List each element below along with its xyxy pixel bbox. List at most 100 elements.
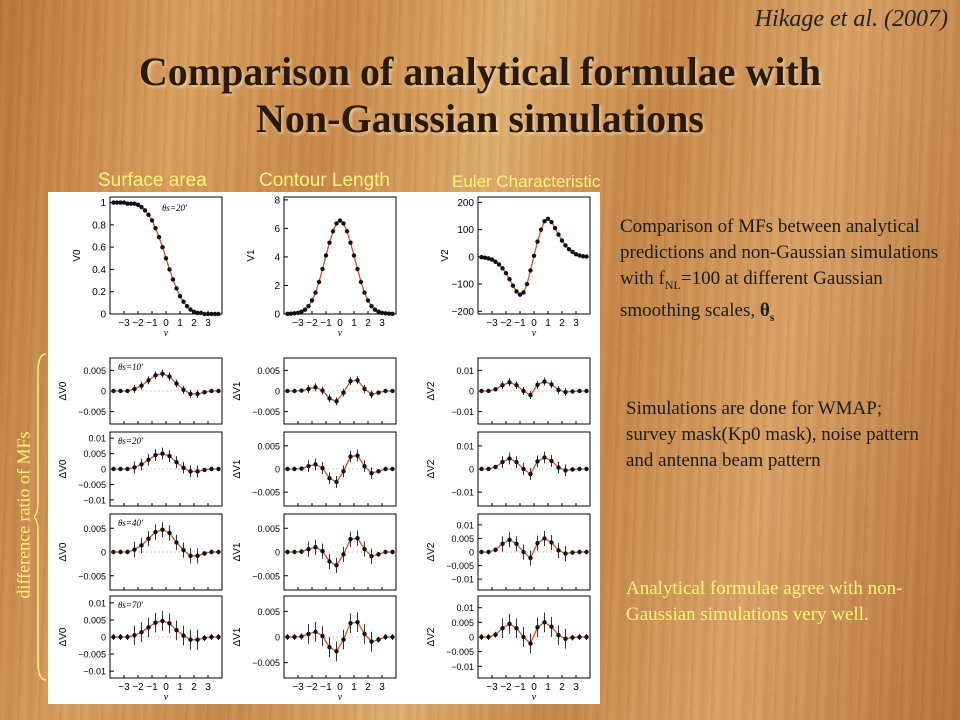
data-point-dV0_70 — [202, 635, 207, 641]
xlabel-V1: ν — [338, 328, 343, 339]
data-point-dV1_20 — [292, 466, 297, 472]
data-point-dV1_40 — [320, 548, 325, 554]
data-point-dV1_10 — [320, 388, 325, 393]
data-point-V0 — [139, 204, 144, 210]
data-point-V0 — [184, 304, 190, 309]
data-point-dV2_40 — [479, 549, 484, 555]
title-line-2: Non-Gaussian simulations — [256, 96, 704, 141]
data-point-V2 — [573, 251, 579, 257]
data-point-dV0_20 — [132, 465, 137, 470]
ytick-label-dV0_20: 0.005 — [83, 449, 106, 459]
data-point-dV2_10 — [577, 388, 582, 394]
ylabel-dV0_40: ΔV0 — [58, 542, 69, 561]
data-point-dV2_70 — [521, 634, 526, 640]
data-point-dV0_70 — [188, 637, 193, 642]
data-point-dV2_10 — [486, 388, 491, 394]
data-point-dV0_70 — [132, 633, 137, 638]
xlabel-dV0_70: ν — [164, 692, 169, 703]
data-point-V1 — [330, 229, 336, 234]
data-point-V0 — [167, 267, 172, 272]
data-point-dV1_20 — [369, 470, 374, 476]
xtick-label-V2: −3 — [486, 318, 498, 329]
data-point-dV2_20 — [507, 456, 512, 461]
xtick-label-V1: 2 — [365, 318, 371, 329]
data-point-dV0_20 — [174, 460, 179, 465]
data-point-dV2_10 — [584, 388, 589, 394]
data-point-V2 — [500, 266, 505, 271]
data-point-dV1_70 — [355, 619, 360, 625]
data-point-dV1_10 — [355, 378, 360, 383]
data-point-V1 — [358, 279, 364, 285]
xtick-label-V1: 1 — [351, 318, 357, 329]
plot-frame-V1 — [283, 196, 397, 315]
data-point-dV2_70 — [542, 620, 547, 625]
data-point-dV1_20 — [376, 469, 381, 474]
ytick-label-dV1_20: 0 — [275, 465, 280, 475]
data-point-dV1_20 — [383, 466, 388, 472]
ytick-label-dV2_20: 0 — [469, 465, 474, 475]
data-point-V0 — [160, 244, 165, 250]
data-point-V2 — [507, 276, 512, 282]
data-point-V2 — [559, 238, 565, 243]
data-point-V1 — [313, 290, 318, 295]
data-point-V2 — [514, 289, 519, 294]
ytick-label-dV0_10: −0.005 — [78, 407, 106, 417]
data-point-dV0_70 — [139, 630, 144, 635]
ytick-label-dV0_70: −0.005 — [78, 650, 106, 660]
data-point-V0 — [198, 310, 204, 316]
ytick-label-V0: 0 — [100, 310, 106, 321]
data-point-dV1_20 — [299, 466, 304, 471]
data-point-dV1_40 — [341, 552, 346, 557]
data-point-dV0_40 — [195, 553, 200, 558]
data-point-dV1_40 — [362, 546, 367, 552]
annotation-dV0_70: θs=70' — [118, 600, 144, 610]
data-point-dV1_40 — [355, 536, 360, 541]
data-point-dV0_10 — [153, 373, 158, 378]
data-point-dV1_10 — [292, 388, 297, 394]
data-point-V0 — [153, 226, 158, 231]
ytick-label-dV2_40: 0.005 — [451, 534, 474, 544]
data-point-V1 — [390, 311, 395, 317]
ytick-label-dV2_20: 0.01 — [456, 441, 474, 451]
data-point-dV2_40 — [514, 541, 519, 547]
data-point-dV2_70 — [479, 634, 484, 640]
citation: Hikage et al. (2007) — [754, 6, 948, 32]
data-point-dV0_10 — [174, 381, 179, 386]
xtick-label-V0: −1 — [146, 318, 158, 329]
ytick-label-dV2_70: 0.01 — [456, 603, 474, 613]
data-point-dV2_10 — [570, 389, 575, 394]
data-point-dV2_20 — [500, 459, 505, 465]
simulation-text: Simulations are done for WMAP; survey ma… — [626, 398, 919, 471]
data-point-dV0_40 — [139, 543, 144, 548]
data-point-V2 — [535, 239, 540, 244]
data-point-V2 — [503, 270, 509, 276]
data-point-V1 — [334, 221, 339, 226]
data-point-dV2_20 — [577, 466, 582, 472]
data-point-dV0_40 — [160, 527, 165, 532]
data-point-dV0_70 — [111, 634, 116, 640]
xtick-label-dV0_70: 0 — [163, 682, 169, 693]
xtick-label-dV2_70: 1 — [545, 682, 551, 693]
data-point-V0 — [216, 311, 221, 317]
data-point-dV0_70 — [160, 618, 165, 624]
data-point-V1 — [383, 311, 388, 316]
data-point-dV1_20 — [362, 464, 367, 469]
ytick-label-dV1_40: 0.005 — [257, 524, 280, 534]
ylabel-dV0_20: ΔV0 — [58, 459, 69, 478]
xtick-label-dV1_70: 1 — [351, 682, 357, 693]
data-point-dV1_20 — [320, 465, 325, 471]
data-point-dV0_10 — [195, 391, 200, 397]
data-point-dV1_70 — [320, 633, 325, 639]
data-point-dV1_70 — [299, 634, 304, 639]
xlabel-dV2_70: ν — [532, 692, 537, 703]
annotation-dV0_20: θs=20' — [118, 436, 144, 446]
ylabel-V0: V0 — [72, 249, 83, 262]
series-line-dV2_40 — [481, 537, 587, 560]
data-point-V2 — [493, 259, 498, 264]
data-point-V2 — [577, 253, 582, 258]
data-point-dV1_40 — [348, 536, 353, 542]
col-label-contour-length: Contour Length — [259, 170, 390, 191]
ylabel-dV2_70: ΔV2 — [426, 627, 437, 646]
data-point-dV0_70 — [146, 625, 151, 630]
ytick-label-dV0_20: −0.01 — [83, 495, 106, 505]
